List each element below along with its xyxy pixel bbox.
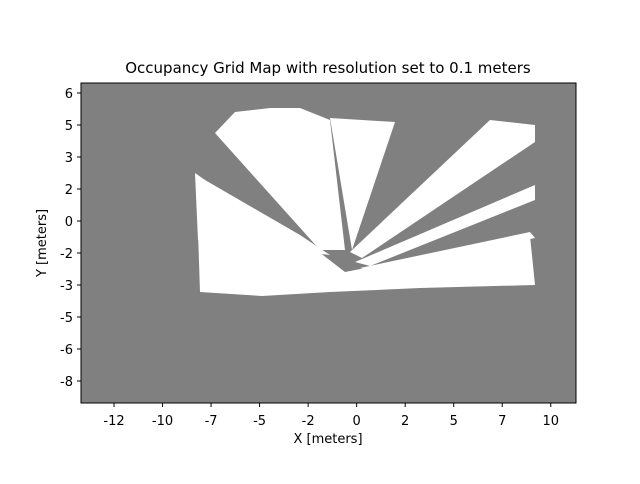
x-tick-label: 2 [401,414,409,429]
x-tick-label: 5 [450,414,458,429]
y-tick-label: 0 [65,215,73,230]
x-axis-label: X [meters] [293,432,362,447]
y-tick-label: -3 [60,279,73,294]
y-axis-label: Y [meters] [35,209,50,278]
y-tick-label: -2 [60,247,73,262]
y-tick-label: -8 [60,375,73,390]
y-tick-label: -6 [60,343,73,358]
x-tick-label: -2 [302,414,315,429]
y-tick-label: 6 [65,87,73,102]
y-tick-label: -5 [60,311,73,326]
y-tick-label: 2 [65,183,73,198]
y-tick-label: 3 [65,151,73,166]
chart-title: Occupancy Grid Map with resolution set t… [125,59,531,77]
y-tick-label: 5 [65,119,73,134]
plot-frame [80,82,577,404]
x-tick-label: 10 [542,414,559,429]
occupancy-map [195,108,535,296]
x-tick-label: -10 [152,414,173,429]
x-tick-label: 7 [498,414,506,429]
x-tick-label: 0 [353,414,361,429]
x-tick-label: -12 [103,414,124,429]
x-tick-label: -7 [205,414,218,429]
x-tick-label: -5 [253,414,266,429]
